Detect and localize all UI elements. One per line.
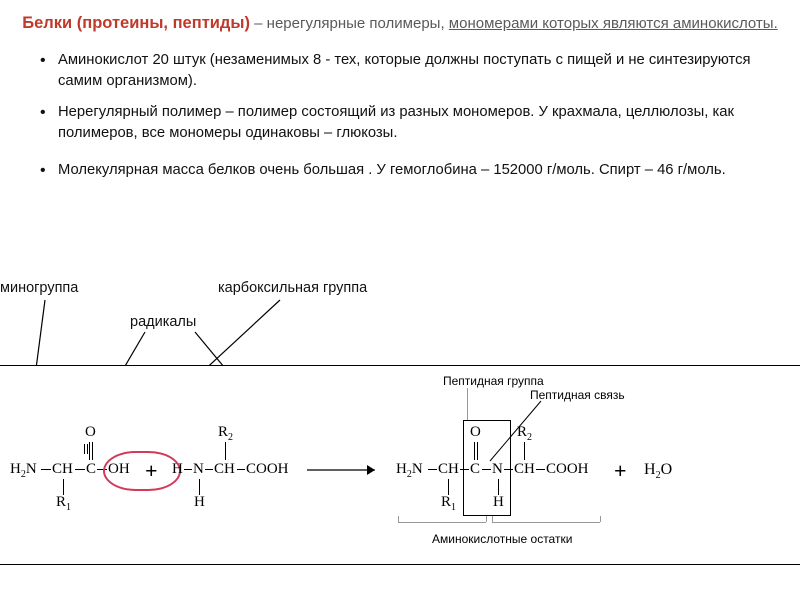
bracket-2a [492,516,493,522]
bracket-2 [492,522,600,523]
bond [84,444,88,454]
bracket-1b [486,516,487,522]
dp-ch2: CH [514,461,535,478]
bracket-2b [600,516,601,522]
title-sub: – нерегулярные полимеры, [250,15,449,32]
aa2-cooh: COOH [246,461,289,478]
slide-title: Белки (протеины, пептиды) – нерегулярные… [22,12,778,34]
h2o: H2O [644,461,672,481]
ann-peptide-group: Пептидная группа [443,374,544,388]
aa1-h2n: H2N [10,461,37,480]
bracket-1a [398,516,399,522]
peptide-bond-arrow [486,399,546,463]
aa1-o: O [85,424,96,441]
bond [536,469,545,470]
reaction-arrow [305,460,385,480]
bond [75,469,85,470]
aa2-h: H [172,461,183,478]
aa1-ch: CH [52,461,73,478]
bond [199,479,200,495]
bond [428,469,437,470]
ann-residues: Аминокислотные остатки [432,532,572,546]
bond [184,469,192,470]
bond [89,442,90,460]
bond [41,469,51,470]
aa2-r2: R2 [218,424,233,443]
highlight-circle [103,451,181,491]
bond [92,442,93,460]
bracket-1 [398,522,486,523]
bullet-1: Аминокислот 20 штук (незаменимых 8 - тех… [36,50,768,92]
slide-root: Белки (протеины, пептиды) – нерегулярные… [0,0,800,600]
plus-2: + [614,458,627,484]
aa2-n: N [193,461,204,478]
bullet-2: Нерегулярный полимер – полимер состоящий… [36,102,768,144]
title-main: Белки (протеины, пептиды) [22,14,250,32]
bond [63,479,64,495]
ann-line [467,388,468,420]
aa1-c: C [86,461,96,478]
dp-h2n: H2N [396,461,423,480]
bond [225,442,226,460]
bullet-3: Молекулярная масса белков очень большая … [36,160,768,181]
bullet-list: Аминокислот 20 штук (незаменимых 8 - тех… [36,50,768,181]
aa2-ch: CH [214,461,235,478]
title-underlined: мономерами которых являются аминокислоты… [449,15,778,32]
aa2-nh: H [194,494,205,511]
dp-r1: R1 [441,494,456,513]
bond [205,469,213,470]
dp-ch1: CH [438,461,459,478]
bond [237,469,245,470]
bond [448,479,449,495]
reaction-strip: H2N CH C OH O R1 + H N CH COOH H R2 [0,365,800,565]
dp-cooh: COOH [546,461,589,478]
aa1-r1: R1 [56,494,71,513]
